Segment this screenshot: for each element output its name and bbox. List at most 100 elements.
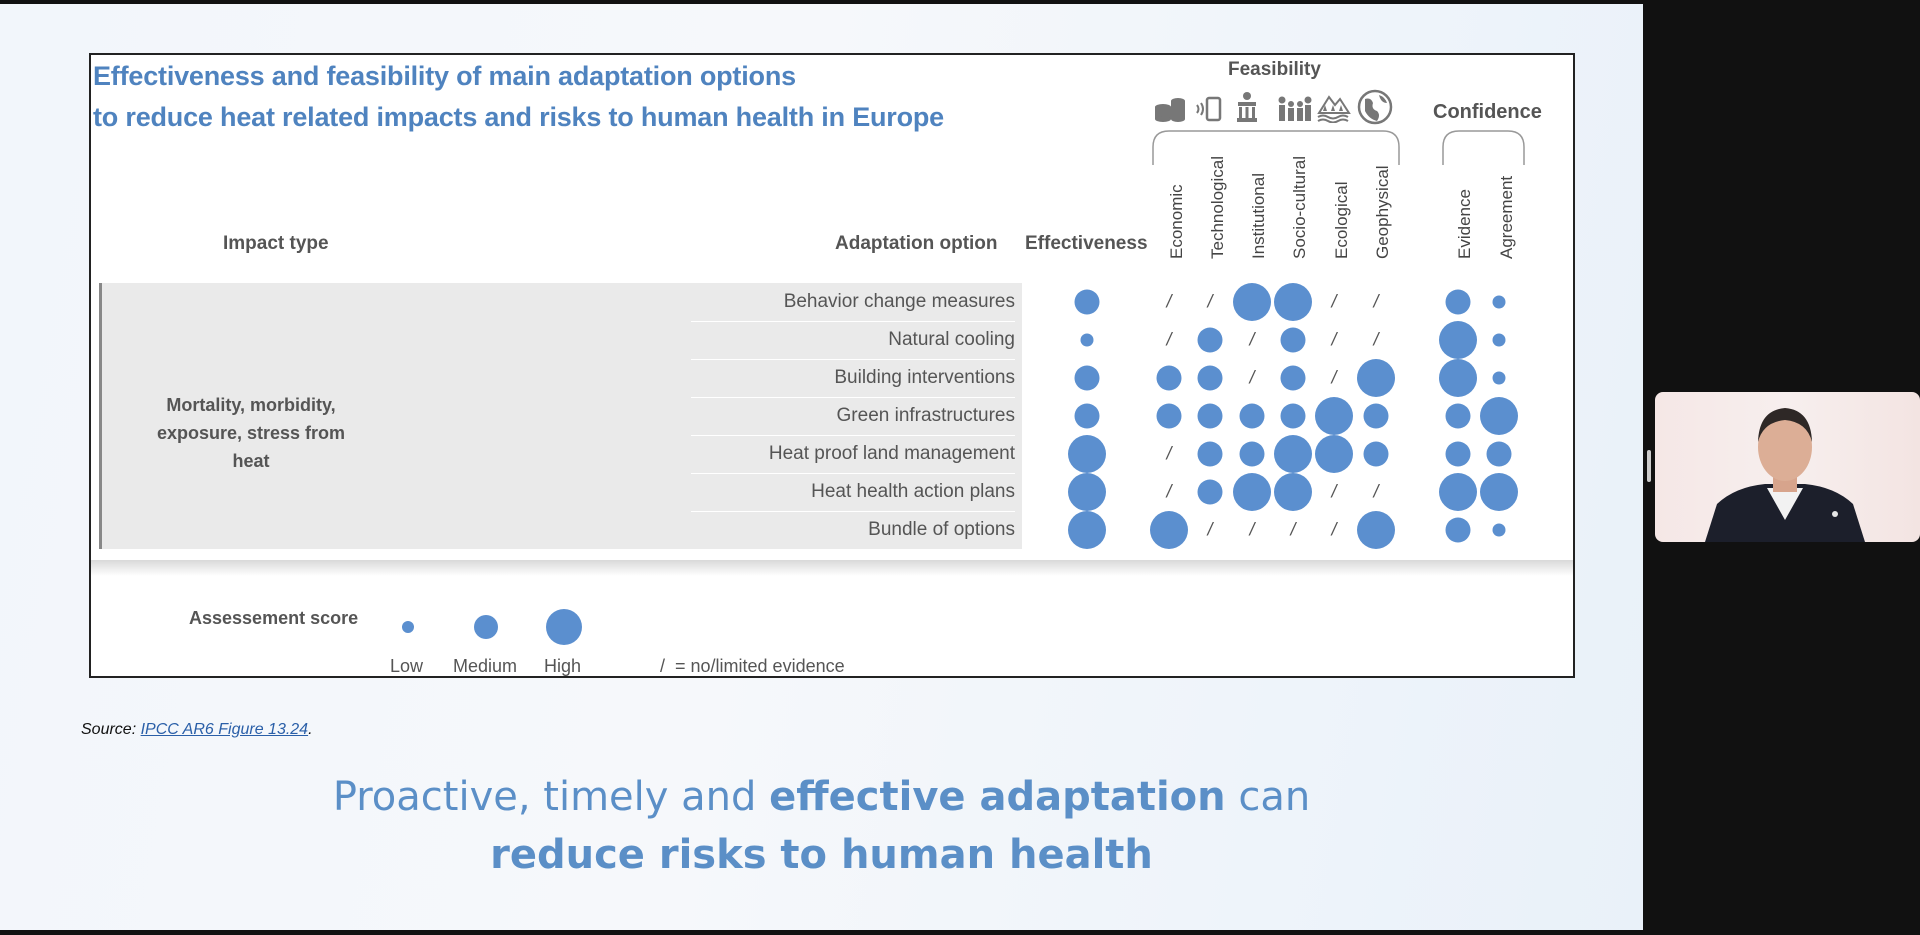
presenter-webcam: [1655, 392, 1920, 542]
no-evidence-mark: /: [1331, 367, 1337, 388]
feasibility-bracket: [1152, 130, 1400, 165]
adaptation-option-label: Heat health action plans: [811, 481, 1015, 502]
no-evidence-mark: /: [1290, 519, 1296, 540]
row-divider: [691, 511, 1015, 512]
score-dot: [1445, 403, 1471, 429]
score-dot: [1492, 371, 1506, 385]
no-evidence-mark: /: [1373, 329, 1379, 350]
score-dot: [1156, 365, 1182, 391]
impact-band: [99, 283, 1022, 549]
panel-resize-handle[interactable]: [1647, 450, 1651, 482]
legend-slash-note: / = no/limited evidence: [660, 656, 845, 676]
confidence-header: Confidence: [1433, 101, 1542, 123]
score-dot: [1068, 473, 1106, 511]
adaptation-option-label: Natural cooling: [888, 329, 1015, 350]
score-dot: [1480, 473, 1518, 511]
tagline-text-2: can: [1225, 774, 1311, 820]
confidence-bracket: [1442, 130, 1525, 165]
no-evidence-mark: /: [1166, 443, 1172, 464]
score-dot: [1439, 321, 1477, 359]
score-dot: [1197, 403, 1223, 429]
legend-high-dot: [546, 609, 582, 645]
score-dot: [1150, 511, 1188, 549]
feasibility-header: Feasibility: [1228, 59, 1321, 80]
legend-high-label: High: [544, 656, 582, 676]
score-dot: [1233, 473, 1271, 511]
socio-cultural-icon: [1278, 96, 1312, 121]
score-dot: [1363, 403, 1389, 429]
row-divider: [691, 359, 1015, 360]
score-dot: [1445, 441, 1471, 467]
no-evidence-mark: /: [1166, 291, 1172, 312]
no-evidence-mark: /: [1331, 519, 1337, 540]
source-citation: Source: IPCC AR6 Figure 13.24.: [81, 721, 313, 739]
no-evidence-mark: /: [1331, 329, 1337, 350]
tagline-text-1: Proactive, timely and: [332, 774, 770, 820]
tagline-line2: reduce risks to human health: [0, 832, 1643, 878]
score-dot: [1357, 511, 1395, 549]
no-evidence-mark: /: [1373, 481, 1379, 502]
no-evidence-mark: /: [1331, 481, 1337, 502]
geophysical-icon: [1357, 89, 1393, 125]
score-dot: [1315, 397, 1353, 435]
legend-low-label: Low: [390, 656, 424, 676]
source-prefix: Source:: [81, 721, 141, 738]
score-dot: [1074, 365, 1100, 391]
institutional-icon: [1237, 92, 1257, 122]
tagline-line1: Proactive, timely and effective adaptati…: [0, 774, 1643, 820]
legend-medium-dot: [474, 615, 498, 639]
impact-type-header: Impact type: [223, 233, 329, 254]
no-evidence-mark: /: [1373, 291, 1379, 312]
score-dot: [1480, 397, 1518, 435]
ecological-icon: [1317, 95, 1351, 123]
score-dot: [1315, 435, 1353, 473]
score-dot: [1357, 359, 1395, 397]
adaptation-option-label: Building interventions: [834, 367, 1015, 388]
row-divider: [691, 321, 1015, 322]
row-divider: [691, 473, 1015, 474]
score-dot: [1074, 289, 1100, 315]
score-dot: [1439, 359, 1477, 397]
no-evidence-mark: /: [1166, 329, 1172, 350]
no-evidence-mark: /: [1249, 329, 1255, 350]
score-dot: [1492, 295, 1506, 309]
score-dot: [1239, 403, 1265, 429]
score-dot: [1068, 435, 1106, 473]
impact-type-label: Mortality, morbidity, exposure, stress f…: [156, 395, 346, 471]
figure-title-line1: Effectiveness and feasibility of main ad…: [93, 61, 796, 91]
score-dot: [1363, 441, 1389, 467]
source-link[interactable]: IPCC AR6 Figure 13.24: [140, 721, 309, 738]
presentation-slide: Effectiveness and feasibility of main ad…: [0, 4, 1643, 930]
legend-medium-label: Medium: [453, 656, 518, 676]
score-dot: [1156, 403, 1182, 429]
no-evidence-mark: /: [1249, 519, 1255, 540]
economic-icon: [1155, 98, 1185, 122]
score-dot: [1197, 365, 1223, 391]
score-dot: [1445, 289, 1471, 315]
adaptation-options: Behavior change measures Natural cooling B…: [691, 283, 1015, 549]
score-dot: [1197, 327, 1223, 353]
score-dot: [1280, 365, 1306, 391]
score-dot: [1445, 517, 1471, 543]
no-evidence-mark: /: [1207, 519, 1213, 540]
adaptation-option-label: Bundle of options: [868, 519, 1015, 540]
score-dot: [1492, 523, 1506, 537]
score-matrix: / / / / / / / / / / / / / / / / / /: [91, 55, 1573, 555]
technological-icon: [1196, 96, 1222, 122]
tagline-bold-2: reduce risks to human health: [490, 832, 1153, 878]
score-dot: [1197, 479, 1223, 505]
legend-title: Assessement score: [189, 608, 359, 628]
score-dot: [1274, 435, 1312, 473]
score-dot: [1233, 283, 1271, 321]
presenter-image: [1705, 408, 1865, 542]
adaptation-option-label: Behavior change measures: [783, 291, 1015, 312]
score-dot: [1486, 441, 1512, 467]
score-dot: [1439, 473, 1477, 511]
score-dot: [1068, 511, 1106, 549]
effectiveness-header: Effectiveness: [1025, 233, 1148, 254]
score-dot: [1080, 333, 1094, 347]
score-dot: [1197, 441, 1223, 467]
source-suffix: .: [308, 721, 313, 738]
score-dot: [1274, 283, 1312, 321]
no-evidence-mark: /: [1331, 291, 1337, 312]
